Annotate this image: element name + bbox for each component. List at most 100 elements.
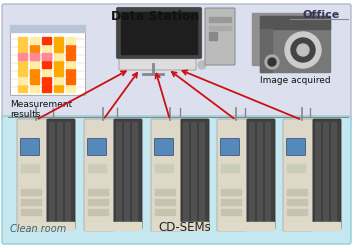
FancyBboxPatch shape	[2, 116, 351, 244]
FancyBboxPatch shape	[56, 122, 64, 226]
FancyBboxPatch shape	[132, 122, 138, 226]
Bar	[287, 189, 307, 195]
Bar	[221, 164, 239, 172]
Bar	[121, 12, 197, 54]
Text: Measurement
results: Measurement results	[10, 100, 72, 119]
Bar	[21, 209, 41, 215]
FancyBboxPatch shape	[315, 122, 322, 226]
Text: Clean room: Clean room	[10, 224, 66, 234]
Bar	[221, 189, 241, 195]
Bar	[218, 222, 274, 230]
Circle shape	[198, 61, 206, 69]
FancyBboxPatch shape	[198, 122, 205, 226]
FancyBboxPatch shape	[84, 119, 114, 231]
Bar	[66, 61, 75, 68]
FancyBboxPatch shape	[155, 138, 174, 156]
Bar	[66, 69, 75, 76]
Bar	[54, 53, 63, 60]
Bar	[30, 53, 39, 60]
Bar	[284, 222, 340, 230]
Bar	[54, 61, 63, 68]
Bar	[42, 53, 51, 60]
Bar	[42, 85, 51, 92]
Bar	[54, 37, 63, 44]
Bar	[21, 189, 41, 195]
Bar	[18, 61, 27, 68]
FancyBboxPatch shape	[283, 119, 313, 231]
Bar	[287, 209, 307, 215]
Bar	[30, 37, 39, 44]
FancyBboxPatch shape	[264, 122, 271, 226]
Bar	[18, 222, 74, 230]
Text: CD-SEMs: CD-SEMs	[158, 221, 211, 234]
Bar	[221, 209, 241, 215]
FancyBboxPatch shape	[330, 122, 337, 226]
Bar	[88, 199, 108, 205]
Bar	[18, 69, 27, 76]
Bar	[30, 85, 39, 92]
FancyBboxPatch shape	[181, 119, 209, 229]
FancyBboxPatch shape	[249, 122, 256, 226]
FancyBboxPatch shape	[114, 119, 142, 229]
Bar	[30, 77, 39, 84]
Bar	[42, 45, 51, 52]
Bar	[42, 77, 51, 84]
FancyBboxPatch shape	[257, 122, 263, 226]
Bar	[88, 209, 108, 215]
FancyBboxPatch shape	[191, 122, 197, 226]
Circle shape	[285, 32, 321, 68]
Text: Data Station: Data Station	[111, 10, 199, 23]
Bar	[42, 37, 51, 44]
Bar	[66, 53, 75, 60]
Bar	[30, 53, 39, 60]
Bar	[260, 16, 330, 72]
Bar	[155, 164, 173, 172]
FancyBboxPatch shape	[217, 119, 247, 231]
Bar	[209, 17, 231, 22]
Bar	[155, 199, 175, 205]
Bar	[21, 164, 39, 172]
Bar	[10, 25, 85, 32]
Bar	[21, 199, 41, 205]
Bar	[155, 189, 175, 195]
Bar	[260, 16, 330, 29]
Bar	[209, 32, 217, 40]
Bar	[252, 13, 316, 65]
Bar	[260, 29, 272, 72]
Bar	[88, 189, 108, 195]
Bar	[30, 69, 39, 76]
FancyBboxPatch shape	[323, 122, 329, 226]
Bar	[287, 164, 305, 172]
FancyBboxPatch shape	[17, 119, 47, 231]
Bar	[66, 45, 75, 52]
Bar	[30, 45, 39, 52]
Bar	[18, 85, 27, 92]
FancyBboxPatch shape	[124, 122, 131, 226]
Bar	[54, 85, 63, 92]
FancyBboxPatch shape	[10, 25, 85, 95]
Bar	[54, 45, 63, 52]
Text: Office: Office	[303, 10, 340, 20]
Text: Image acquired: Image acquired	[260, 76, 330, 85]
FancyBboxPatch shape	[20, 138, 40, 156]
Bar	[18, 37, 27, 44]
Bar	[287, 199, 307, 205]
FancyBboxPatch shape	[2, 4, 351, 122]
FancyBboxPatch shape	[115, 122, 122, 226]
Bar	[209, 26, 231, 30]
Bar	[18, 45, 27, 52]
Bar	[18, 53, 27, 60]
FancyBboxPatch shape	[183, 122, 190, 226]
Bar	[42, 53, 51, 60]
Bar	[85, 222, 141, 230]
FancyBboxPatch shape	[88, 138, 107, 156]
Bar	[54, 69, 63, 76]
FancyBboxPatch shape	[48, 122, 55, 226]
Bar	[152, 222, 208, 230]
Bar	[54, 77, 63, 84]
FancyBboxPatch shape	[119, 58, 196, 70]
Bar	[18, 53, 27, 60]
Bar	[42, 61, 51, 68]
Circle shape	[265, 55, 279, 69]
Circle shape	[297, 44, 309, 56]
